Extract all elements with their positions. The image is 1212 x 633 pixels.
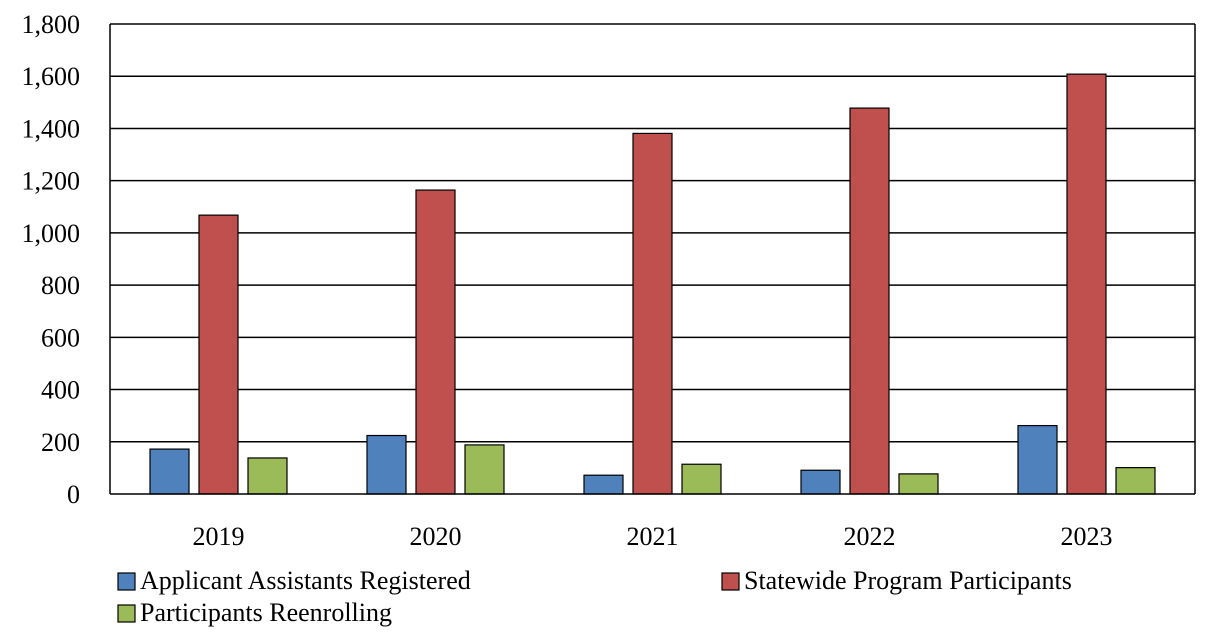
bar-participants-reenrolling-2023 (1115, 467, 1156, 495)
legend-swatch (117, 572, 136, 591)
legend-swatch (721, 572, 740, 591)
bar-applicant-assistants-registered-2022 (800, 469, 841, 495)
legend-item: Applicant Assistants Registered (117, 566, 471, 595)
bar-applicant-assistants-registered-2021 (583, 474, 624, 495)
bar-statewide-program-participants-2021 (632, 132, 673, 495)
bar-participants-reenrolling-2020 (464, 444, 505, 495)
bar-statewide-program-participants-2020 (415, 189, 456, 495)
y-tick-label: 200 (41, 428, 80, 457)
y-tick-label: 1,400 (22, 114, 81, 143)
bars (149, 73, 1156, 495)
legend-item: Statewide Program Participants (721, 566, 1072, 595)
bar-statewide-program-participants-2022 (849, 107, 890, 495)
bar-participants-reenrolling-2019 (247, 457, 288, 495)
x-tick-label: 2021 (627, 522, 679, 551)
y-tick-label: 800 (41, 271, 80, 300)
x-tick-label: 2020 (410, 522, 462, 551)
bar-applicant-assistants-registered-2019 (149, 448, 190, 495)
y-tick-label: 1,000 (22, 219, 81, 248)
y-tick-label: 1,800 (22, 10, 81, 39)
bar-applicant-assistants-registered-2023 (1017, 424, 1058, 495)
y-tick-label: 1,200 (22, 167, 81, 196)
y-tick-label: 600 (41, 323, 80, 352)
bar-statewide-program-participants-2019 (198, 214, 239, 495)
legend-label: Applicant Assistants Registered (140, 566, 471, 595)
y-tick-label: 1,600 (22, 62, 81, 91)
axes (109, 24, 1196, 495)
legend-label: Statewide Program Participants (744, 566, 1072, 595)
bar-statewide-program-participants-2023 (1066, 73, 1107, 495)
x-tick-label: 2019 (193, 522, 245, 551)
bar-participants-reenrolling-2022 (898, 473, 939, 495)
x-axis-tick-labels: 2019 2020 2021 2022 2023 (193, 522, 1113, 551)
y-tick-label: 400 (41, 376, 80, 405)
y-axis-tick-labels: 0 200 400 600 800 1,000 1,200 1,400 1,600 1,800 (22, 10, 81, 509)
bar-participants-reenrolling-2021 (681, 463, 722, 495)
legend-swatch (117, 604, 136, 623)
y-tick-label: 0 (67, 480, 80, 509)
legend-item: Participants Reenrolling (117, 598, 392, 627)
bar-applicant-assistants-registered-2020 (366, 434, 407, 495)
x-tick-label: 2022 (844, 522, 896, 551)
legend: Applicant Assistants Registered Statewide… (117, 566, 1072, 627)
legend-label: Participants Reenrolling (140, 598, 392, 627)
x-tick-label: 2023 (1061, 522, 1113, 551)
